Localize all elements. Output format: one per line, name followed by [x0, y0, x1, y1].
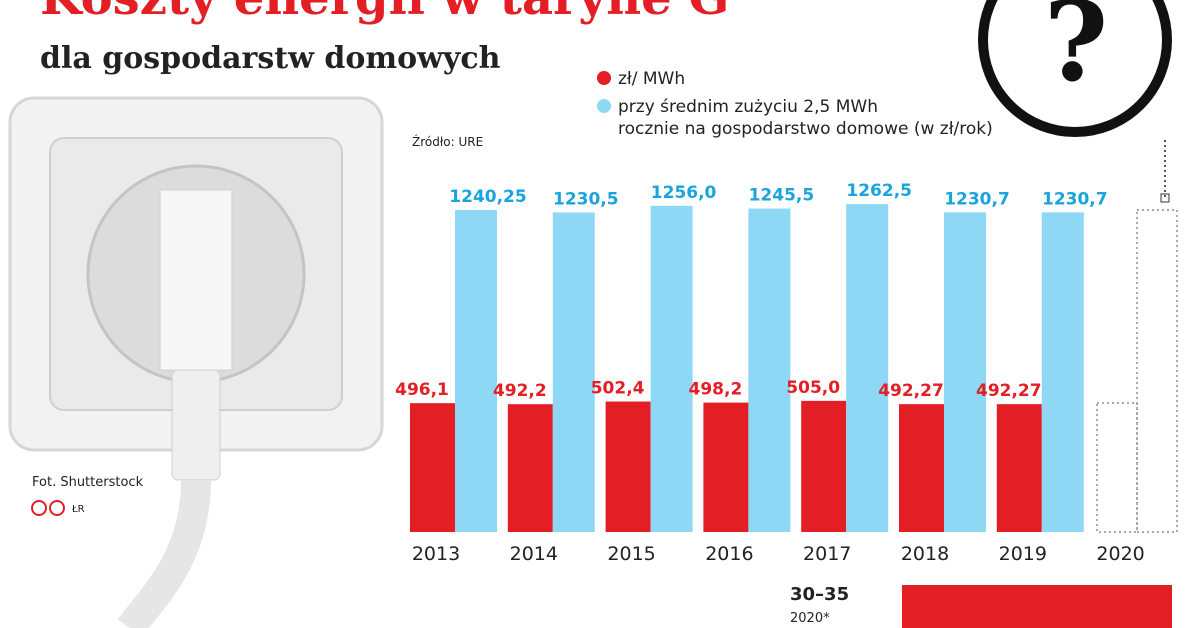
- placeholder-bar: [1096, 402, 1138, 533]
- chart-title: Koszty energii w taryfie G: [40, 0, 729, 26]
- x-tick-label: 2018: [901, 543, 949, 565]
- bar: [801, 400, 847, 532]
- bar: [507, 404, 553, 532]
- value-label: 1245,5: [749, 186, 815, 206]
- legend-swatch: [597, 71, 611, 85]
- chart-subtitle: dla gospodarstw domowych: [40, 41, 501, 76]
- x-tick-label: 2015: [607, 543, 655, 565]
- bar: [899, 404, 944, 532]
- legend-swatch: [597, 99, 611, 113]
- value-label: 496,1: [395, 380, 449, 400]
- bar: [996, 404, 1042, 532]
- result-box: [902, 585, 1172, 628]
- x-tick-label: 2016: [705, 543, 753, 565]
- bar: [1041, 212, 1084, 532]
- note-year: 2020*: [790, 611, 830, 626]
- value-label: 502,4: [591, 379, 645, 399]
- bar: [552, 212, 595, 532]
- x-tick-label: 2017: [803, 543, 851, 565]
- bar: [650, 205, 693, 532]
- value-label: 492,27: [878, 381, 944, 401]
- x-tick-label: 2014: [510, 543, 558, 565]
- x-tick-label: 2020: [1096, 543, 1144, 565]
- placeholder-bar: [1136, 209, 1178, 533]
- bar: [703, 402, 749, 532]
- question-icon: ?: [978, 0, 1172, 203]
- x-tick-label: 2013: [412, 543, 460, 565]
- value-label: 505,0: [786, 378, 840, 398]
- value-label: 1230,5: [553, 189, 619, 209]
- photo-credit: Fot. Shutterstock: [32, 475, 144, 490]
- author: ŁR: [71, 504, 85, 515]
- value-label: 1262,5: [846, 181, 912, 201]
- bar: [944, 212, 986, 532]
- bar: [748, 208, 791, 533]
- socket-illustration: [8, 96, 384, 628]
- value-label: 1240,25: [449, 187, 526, 207]
- value-label: 1230,7: [1042, 189, 1108, 209]
- note-range: 30–35: [790, 584, 849, 605]
- copyright-icons: [31, 500, 65, 516]
- value-label: 492,27: [976, 381, 1042, 401]
- value-label: 492,2: [493, 381, 547, 401]
- bar: [846, 204, 889, 532]
- bar: [605, 401, 651, 532]
- question-mark: ?: [1044, 0, 1108, 106]
- value-label: 1256,0: [651, 183, 717, 203]
- value-label: 498,2: [689, 380, 743, 400]
- value-label: 1230,7: [944, 189, 1010, 209]
- source: Źródło: URE: [412, 134, 483, 149]
- legend-label: zł/ MWh: [618, 69, 685, 89]
- bar: [410, 403, 455, 532]
- legend-label: przy średnim zużyciu 2,5 MWh rocznie na g…: [618, 97, 993, 139]
- x-tick-label: 2019: [999, 543, 1047, 565]
- bar: [455, 209, 497, 532]
